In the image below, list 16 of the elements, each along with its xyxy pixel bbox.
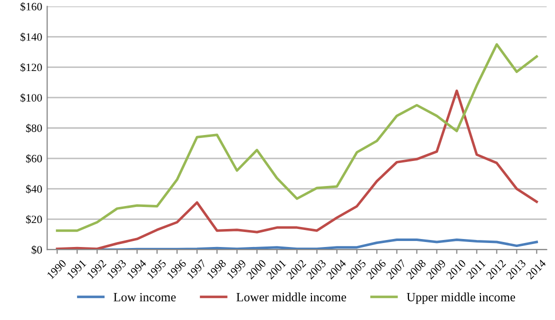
y-tick-label: $60 <box>26 154 42 164</box>
y-tick-label: $80 <box>26 124 42 133</box>
line-series <box>56 90 538 250</box>
legend-label: Lower middle income <box>236 292 346 302</box>
x-tick-label: 1991 <box>66 259 86 280</box>
legend-label: Upper middle income <box>406 292 516 304</box>
y-tick-label: $140 <box>20 32 42 42</box>
y-tick-label: $20 <box>26 215 42 224</box>
x-tick-label: 2011 <box>466 259 486 280</box>
y-tick-label: $40 <box>26 184 42 194</box>
y-tick-label: $160 <box>20 2 42 12</box>
legend-label: Low income <box>114 292 176 302</box>
y-tick-label: $120 <box>20 63 42 72</box>
y-tick-label: $0 <box>32 245 42 254</box>
y-tick-label: $100 <box>20 93 42 102</box>
line-series <box>56 43 538 232</box>
